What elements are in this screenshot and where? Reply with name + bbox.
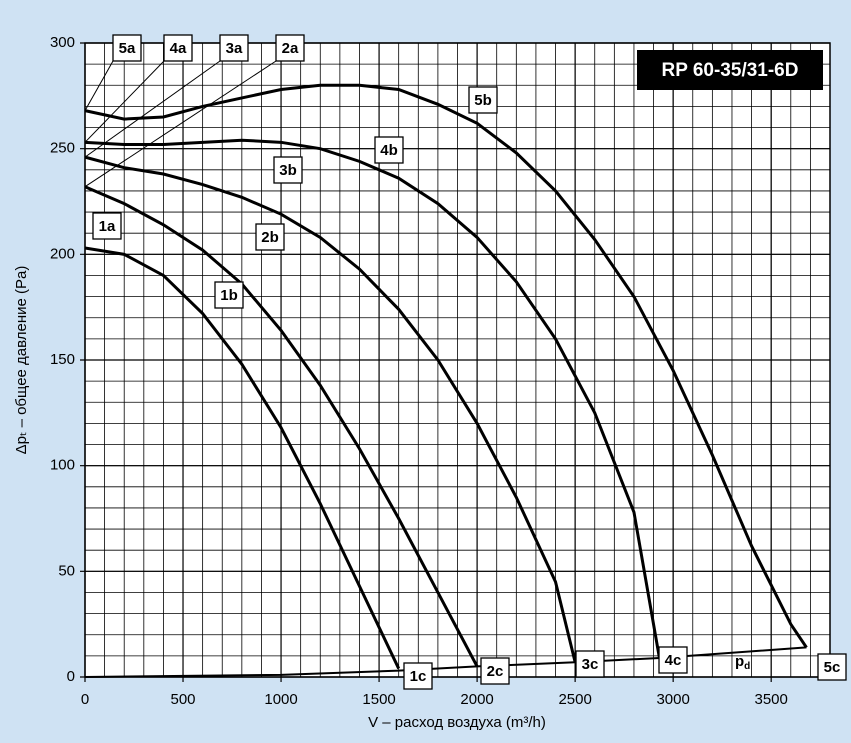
plot-border [84,42,831,678]
label-text: 1c [410,668,427,685]
label-box [163,34,193,62]
curve-label: 1a [92,212,122,240]
title-box [637,50,823,90]
curve-label: 1b [214,281,244,309]
label-text: 2b [261,229,279,246]
x-tick-label: 2000 [460,691,493,708]
curve-label: 2c [480,657,510,685]
label-text: 1a [99,218,116,235]
fan-curve [84,155,577,663]
label-box [817,653,847,681]
y-tick-label: 50 [58,562,75,579]
curve-label: 5a [112,34,142,62]
curve-label: 5b [468,86,498,114]
label-box [255,223,285,251]
curve-label: 3c [575,650,605,678]
label-box [275,34,305,62]
x-tick-label: 2500 [558,691,591,708]
y-tick-label: 0 [67,668,75,685]
curve-label: 4a [163,34,193,62]
pd-label: pd [735,653,750,672]
x-tick-label: 3000 [656,691,689,708]
label-box [112,34,142,62]
label-box [575,650,605,678]
y-axis-label: Δpₜ – общее давление (Pa) [13,266,30,455]
label-text: 4b [380,142,398,159]
curve-label: 5c [817,653,847,681]
curve-label: 4b [374,136,404,164]
x-tick-label: 1000 [264,691,297,708]
fan-curve [84,185,479,668]
label-text: 5b [474,92,492,109]
label-text: 2c [487,663,504,680]
label-box [273,156,303,184]
x-tick-label: 1500 [362,691,395,708]
label-text: 5a [119,40,136,57]
label-text: 4a [170,40,187,57]
y-tick-label: 150 [50,351,75,368]
label-box [92,212,122,240]
label-box [214,281,244,309]
curve-label: 4c [658,646,688,674]
curve-label: 2a [275,34,305,62]
label-text: 3b [279,162,297,179]
label-box [403,662,433,690]
pd-sub: d [744,661,750,672]
curve-label: 3b [273,156,303,184]
leader-line [84,60,165,143]
label-box [658,646,688,674]
x-tick-label: 0 [81,691,89,708]
label-text: 3a [226,40,243,57]
leader-line [84,60,114,111]
leader-line [84,60,277,188]
y-tick-label: 100 [50,457,75,474]
curve-label: 2b [255,223,285,251]
y-tick-label: 300 [50,34,75,51]
pd-main: p [735,653,744,670]
label-text: 3c [582,656,599,673]
x-axis-label: V – расход воздуха (m³/h) [368,714,546,731]
label-text: 4c [665,652,682,669]
label-text: 1b [220,287,238,304]
curve-label: 1c [403,662,433,690]
curve-label: 3a [219,34,249,62]
fan-curve [84,246,401,670]
x-tick-label: 500 [171,691,196,708]
label-text: 2a [282,40,299,57]
leader-line [84,60,221,158]
label-box [219,34,249,62]
chart-title: RP 60-35/31-6D [662,60,799,81]
fan-curve [84,138,661,659]
label-box [374,136,404,164]
y-tick-label: 200 [50,245,75,262]
label-box [480,657,510,685]
label-text: 5c [824,659,841,676]
y-tick-label: 250 [50,140,75,157]
label-box [468,86,498,114]
x-tick-label: 3500 [754,691,787,708]
